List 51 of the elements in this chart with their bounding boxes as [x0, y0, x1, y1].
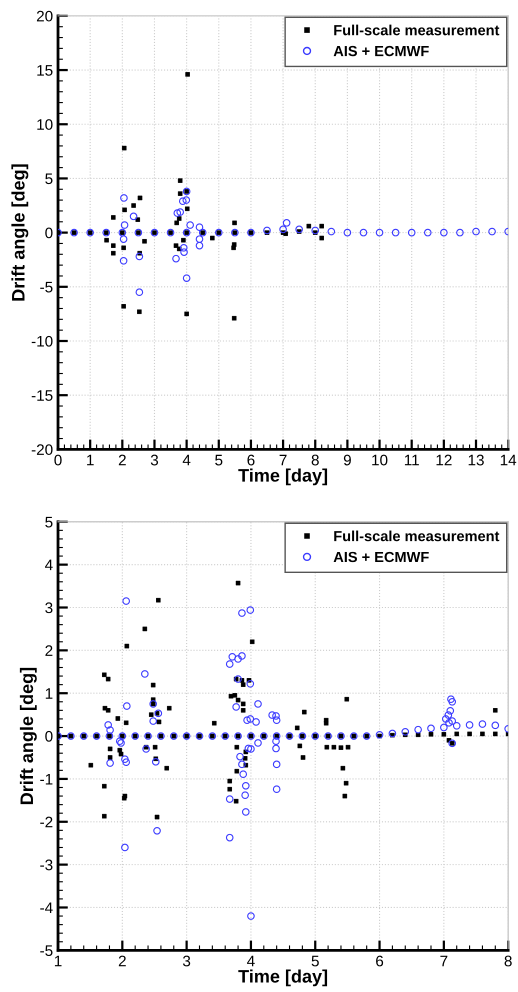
y-tick-label: 15 [37, 65, 53, 76]
x-tick-label: 9 [344, 454, 351, 466]
x-tick-label: 11 [404, 454, 419, 466]
x-tick-label: 3 [150, 454, 158, 466]
y-tick-label: -5 [40, 282, 53, 292]
y-tick-label: 3 [45, 602, 52, 614]
y-tick-label: -15 [32, 390, 53, 401]
y-tick-label: 20 [36, 10, 53, 22]
y-axis-title: Drift angle [deg] [20, 668, 37, 804]
legend-label: Full-scale measurement [334, 24, 500, 36]
x-tick-label: 6 [376, 956, 384, 966]
x-tick-label: 3 [182, 956, 190, 966]
y-tick-label: 0 [45, 730, 53, 742]
y-tick-label: -3 [40, 859, 52, 870]
y-tick-label: -1 [40, 774, 52, 784]
x-tick-label: 8 [504, 956, 512, 966]
x-tick-label: 7 [280, 454, 287, 466]
y-tick-label: 10 [37, 119, 53, 130]
x-axis-title: Time [day] [238, 468, 328, 486]
x-tick-label: 2 [118, 454, 126, 466]
x-tick-label: 5 [215, 454, 222, 466]
y-tick-label: 4 [45, 560, 53, 570]
legend-label: AIS + ECMWF [334, 46, 429, 56]
x-tick-label: 12 [436, 454, 452, 466]
x-tick-label: 2 [118, 956, 126, 966]
x-tick-label: 4 [247, 956, 255, 966]
x-tick-label: 4 [182, 454, 190, 466]
y-tick-label: -2 [40, 816, 52, 828]
x-tick-label: 0 [54, 454, 62, 466]
y-tick-label: -4 [40, 902, 53, 914]
x-axis-title: Time [day] [238, 969, 328, 986]
y-tick-label: -20 [32, 444, 53, 456]
y-tick-label: 0 [45, 227, 53, 238]
x-tick-label: 13 [468, 454, 484, 466]
y-tick-label: -10 [32, 336, 53, 347]
y-tick-label: 2 [45, 645, 52, 656]
x-tick-label: 14 [500, 454, 516, 466]
x-tick-label: 10 [372, 454, 388, 466]
y-tick-label: 1 [46, 688, 52, 699]
x-tick-label: 8 [312, 454, 319, 466]
x-tick-label: 7 [440, 956, 448, 966]
x-tick-label: 1 [87, 454, 94, 466]
y-axis-title: Drift angle [deg] [11, 164, 28, 301]
y-tick-label: -5 [40, 945, 53, 956]
legend-label: AIS + ECMWF [334, 552, 429, 562]
legend-label: Full-scale measurement [334, 530, 500, 542]
y-tick-label: 5 [45, 516, 53, 528]
x-tick-label: 5 [312, 956, 319, 966]
y-tick-label: 5 [45, 173, 53, 184]
x-tick-label: 1 [54, 956, 62, 966]
x-tick-label: 6 [247, 454, 255, 466]
